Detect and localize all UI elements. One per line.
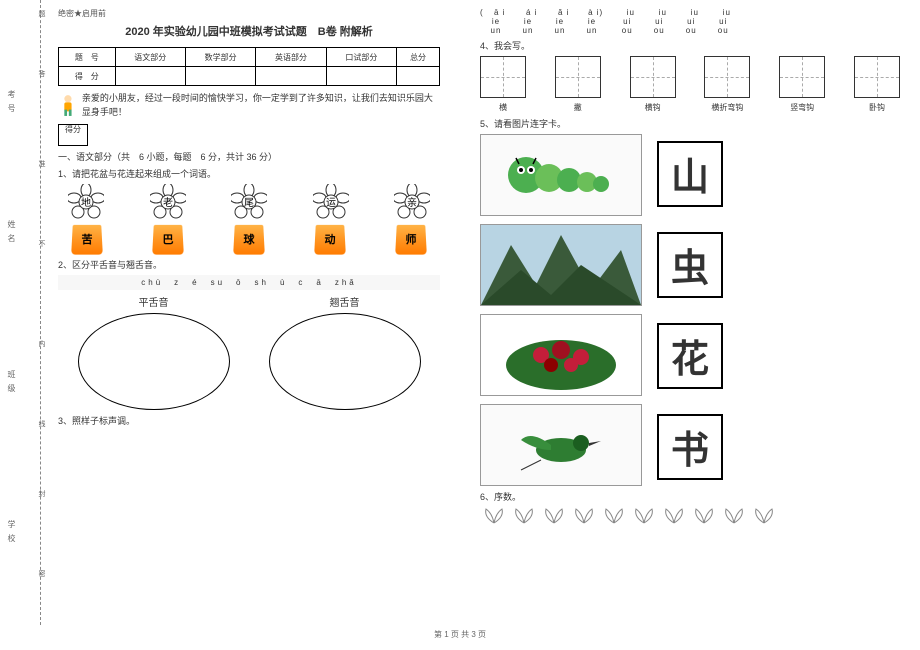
binding-label: 学校 (6, 520, 17, 548)
leaf-icon (480, 507, 508, 525)
binding-marker: 题 (36, 10, 46, 17)
binding-marker: 线 (36, 420, 46, 427)
write-cell (480, 56, 526, 98)
flowers-image (480, 314, 642, 396)
leaf-icon (510, 507, 538, 525)
pot-icon: 球 (233, 225, 265, 255)
secret-label: 绝密★启用前 (58, 8, 440, 19)
oval-row: 平舌音 翘舌音 (58, 294, 440, 410)
question-6: 6、序数。 (480, 490, 900, 503)
leaf-icon (660, 507, 688, 525)
oval-label: 翘舌音 (269, 294, 421, 309)
pot-row: 苦 巴 球 动 师 (58, 220, 440, 254)
score-table: 题 号 语文部分 数学部分 英语部分 口试部分 总分 得 分 (58, 47, 440, 86)
char-card: 书 (657, 414, 723, 480)
binding-label: 考号 (6, 90, 17, 118)
question-2: 2、区分平舌音与翘舌音。 (58, 258, 440, 271)
svg-text:地: 地 (81, 196, 91, 209)
write-labels: 横 撇 横钩 横折弯钩 竖弯钩 卧钩 (480, 102, 900, 113)
svg-text:老: 老 (163, 196, 173, 209)
page-footer: 第 1 页 共 3 页 (0, 625, 920, 644)
flower-row: 地 老 尾 运 亲 (58, 184, 440, 220)
pot-icon: 苦 (71, 225, 103, 255)
binding-marker: 不 (36, 240, 46, 247)
question-5: 5、请看图片连字卡。 (480, 117, 900, 130)
pinyin-row: chù z é su ō sh ù c ā zhǎ (58, 275, 440, 290)
oval-shape (269, 313, 421, 410)
leaf-icon (540, 507, 568, 525)
svg-text:亲: 亲 (407, 196, 417, 209)
question-1: 1、请把花盆与花连起来组成一个词语。 (58, 167, 440, 180)
char-card: 花 (657, 323, 723, 389)
char-card: 虫 (657, 232, 723, 298)
pot-icon: 巴 (152, 225, 184, 255)
mountain-image (480, 224, 642, 306)
write-cell (779, 56, 825, 98)
flower-icon: 老 (150, 184, 186, 220)
binding-label: 班级 (6, 370, 17, 398)
svg-text:尾: 尾 (244, 197, 254, 209)
leaf-icon (570, 507, 598, 525)
binding-marker: 封 (36, 490, 46, 497)
section-heading: 一、语文部分（共 6 小题，每题 6 分，共计 36 分） (58, 150, 440, 163)
write-cell (854, 56, 900, 98)
intro-text: 亲爱的小朋友，经过一段时间的愉快学习，你一定学到了许多知识，让我们去知识乐园大显… (82, 92, 440, 119)
char-card: 山 (657, 141, 723, 207)
binding-label: 姓名 (6, 220, 17, 248)
leaf-icon (630, 507, 658, 525)
binding-marker: 密 (36, 570, 46, 577)
question-3: 3、照样子标声调。 (58, 414, 440, 427)
flower-icon: 亲 (394, 184, 430, 220)
caterpillar-image (480, 134, 642, 216)
oval-shape (78, 313, 230, 410)
child-icon (58, 92, 78, 120)
tone-brackets: (ā iá iǎ ià i) iuiuiuiu ieieieie uiuiuiu… (480, 8, 900, 35)
flower-icon: 尾 (231, 184, 267, 220)
flower-icon: 地 (68, 184, 104, 220)
leaf-icon (750, 507, 778, 525)
oval-label: 平舌音 (78, 294, 230, 309)
pot-icon: 动 (314, 225, 346, 255)
leaf-icon (720, 507, 748, 525)
write-cell (555, 56, 601, 98)
exam-title: 2020 年实验幼儿园中班模拟考试试题 B卷 附解析 (58, 23, 440, 39)
write-boxes (480, 56, 900, 98)
write-cell (704, 56, 750, 98)
binding-marker: 内 (36, 340, 46, 347)
intro-block: 亲爱的小朋友，经过一段时间的愉快学习，你一定学到了许多知识，让我们去知识乐园大显… (58, 92, 440, 120)
svg-text:运: 运 (326, 197, 336, 209)
pot-icon: 师 (395, 225, 427, 255)
bird-image (480, 404, 642, 486)
leaf-icon (600, 507, 628, 525)
score-mini-box: 得分 (58, 124, 88, 146)
binding-marker: 答 (36, 70, 46, 77)
write-cell (630, 56, 676, 98)
leaf-icon (690, 507, 718, 525)
match-section: 山 虫 花 书 (480, 134, 900, 486)
question-4: 4、我会写。 (480, 39, 900, 52)
binding-margin: 题 答 准 不 内 线 封 密 考号 姓名 班级 学校 (0, 0, 52, 625)
flower-icon: 运 (313, 184, 349, 220)
binding-marker: 准 (36, 160, 46, 167)
leaf-row (480, 507, 900, 525)
